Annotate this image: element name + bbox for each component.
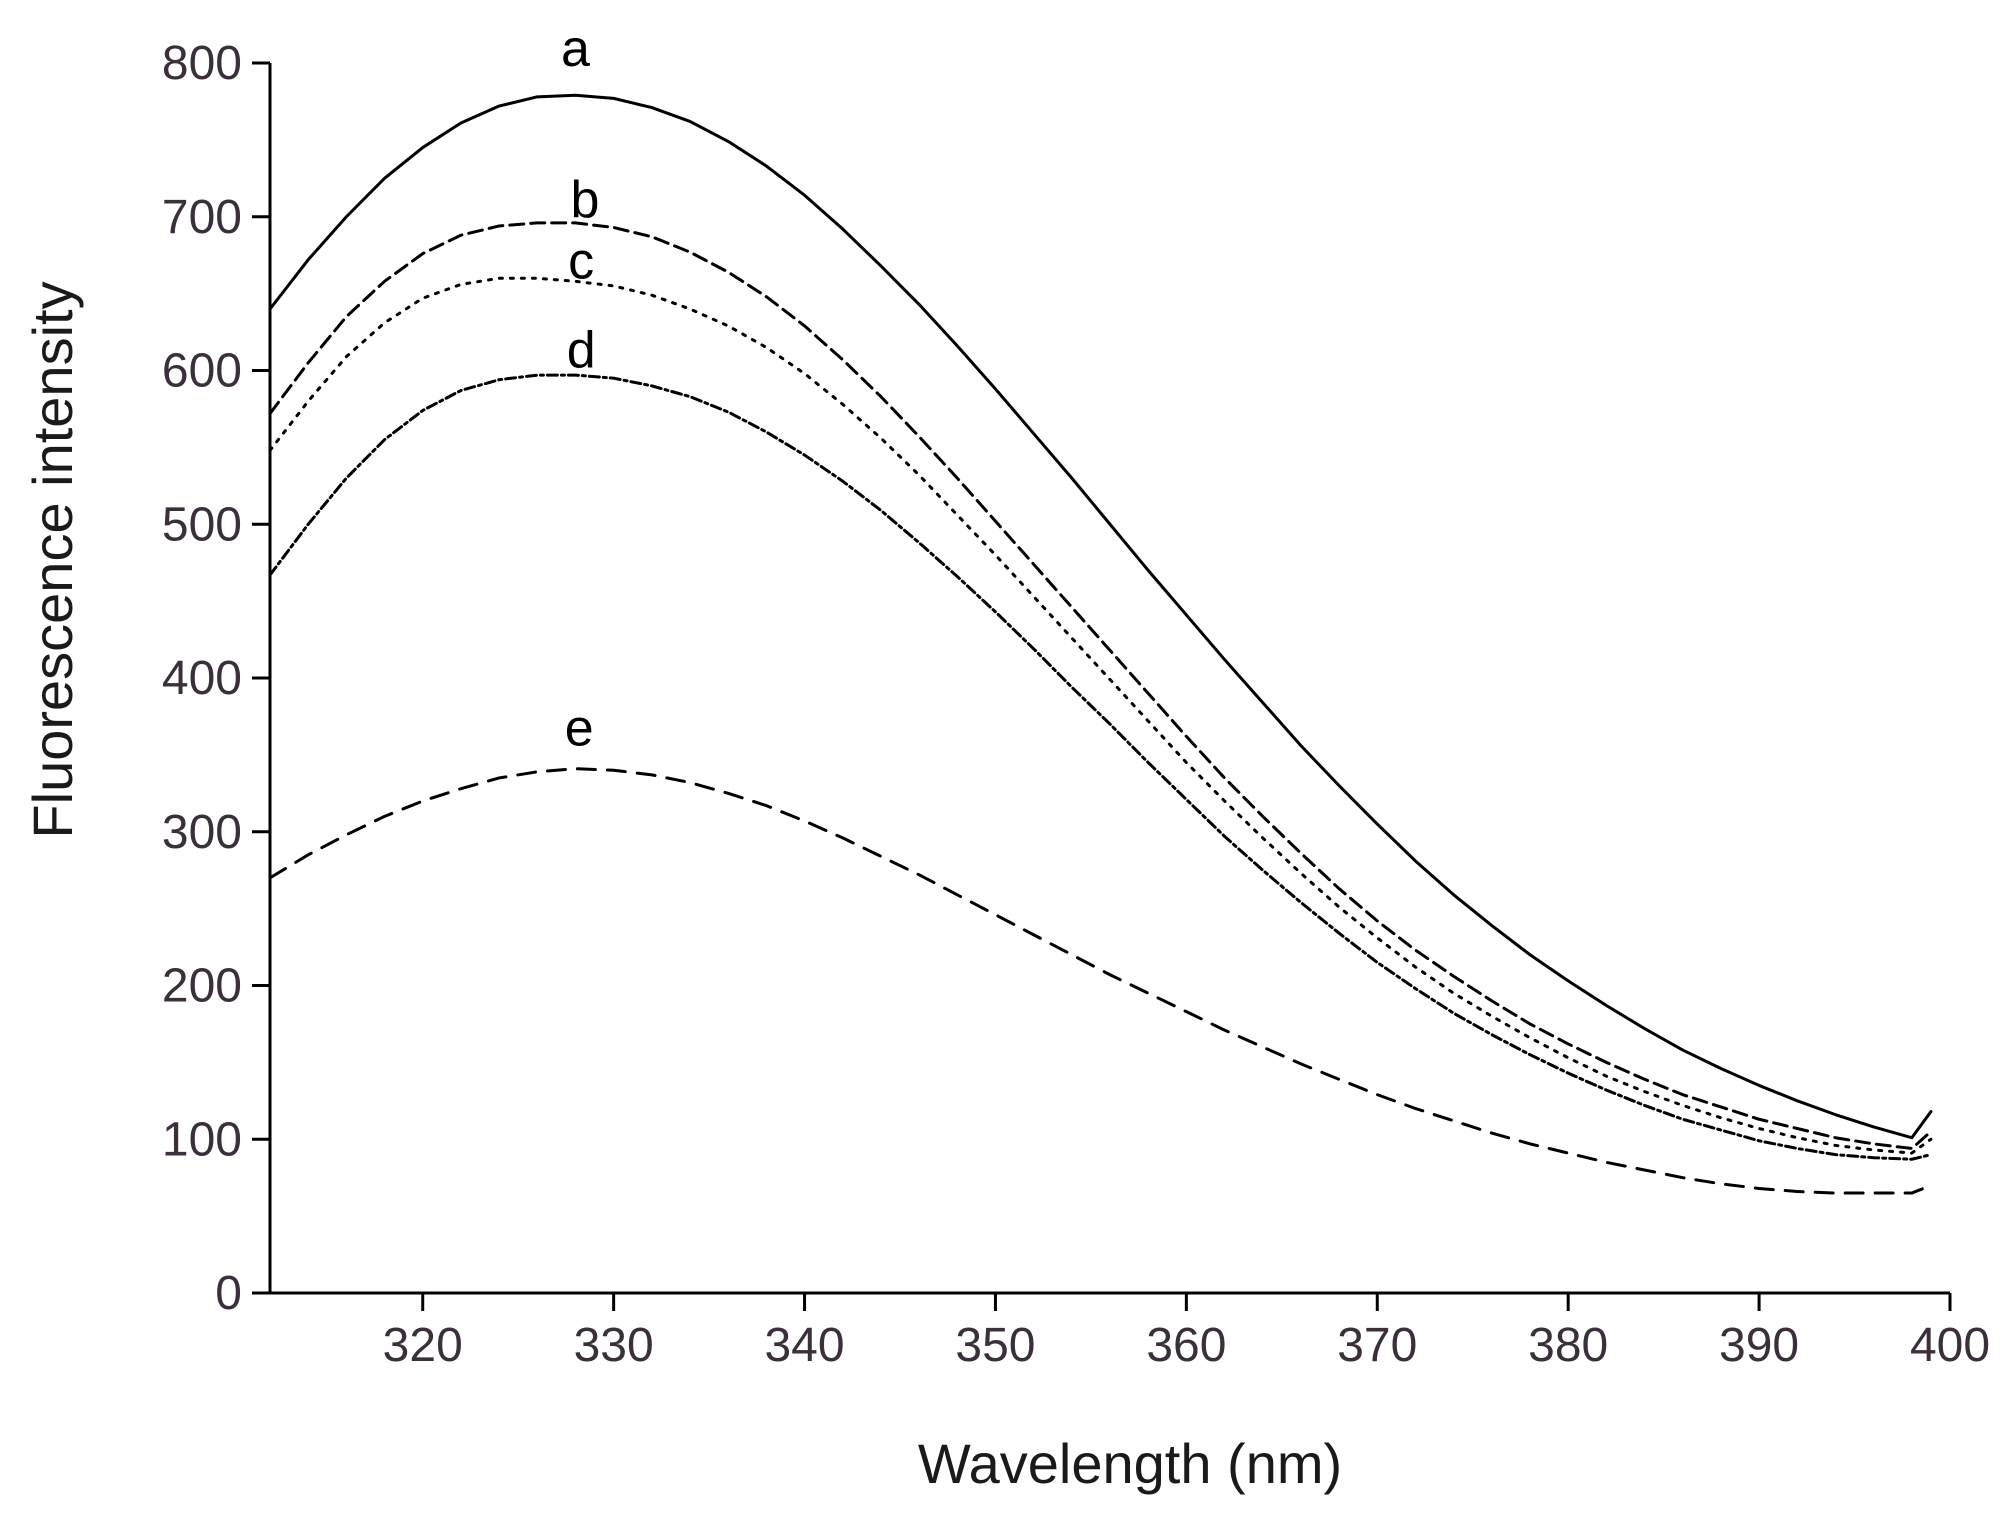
x-tick-label: 320 — [383, 1319, 463, 1372]
x-tick-label: 370 — [1337, 1319, 1417, 1372]
y-axis-title: Fluorescence intensity — [21, 281, 84, 838]
y-tick-label: 0 — [215, 1267, 242, 1320]
series-label-b: b — [571, 171, 600, 229]
y-tick-label: 800 — [162, 37, 242, 90]
y-tick-label: 300 — [162, 806, 242, 859]
x-ticks: 320 330 340 350 360 370 380 390 400 — [383, 1293, 1990, 1372]
y-tick-label: 600 — [162, 345, 242, 398]
y-tick-label: 100 — [162, 1113, 242, 1166]
series-label-a: a — [561, 20, 590, 78]
series-line-c — [268, 276, 1933, 1155]
x-axis-title: Wavelength (nm) — [918, 1432, 1342, 1495]
y-tick-label: 500 — [162, 498, 242, 551]
x-tick-label: 350 — [955, 1319, 1035, 1372]
series-label-e: e — [565, 700, 594, 758]
series-line-d — [268, 373, 1933, 1161]
x-tick-label: 330 — [574, 1319, 654, 1372]
series-label-c: c — [568, 232, 594, 290]
y-ticks: 0 100 200 300 400 500 600 700 800 — [162, 37, 270, 1320]
y-tick-label: 200 — [162, 960, 242, 1013]
series-line-e — [268, 767, 1933, 1195]
x-tick-label: 390 — [1719, 1319, 1799, 1372]
x-tick-label: 340 — [764, 1319, 844, 1372]
series-line-b — [268, 221, 1933, 1150]
series-layer — [268, 93, 1933, 1195]
series-line-a — [268, 93, 1933, 1140]
series-label-d: d — [567, 321, 596, 379]
x-tick-label: 380 — [1528, 1319, 1608, 1372]
y-tick-label: 400 — [162, 652, 242, 705]
series-labels: a bcd e — [561, 20, 599, 758]
x-tick-label: 360 — [1146, 1319, 1226, 1372]
x-tick-label: 400 — [1910, 1319, 1990, 1372]
y-tick-label: 700 — [162, 191, 242, 244]
